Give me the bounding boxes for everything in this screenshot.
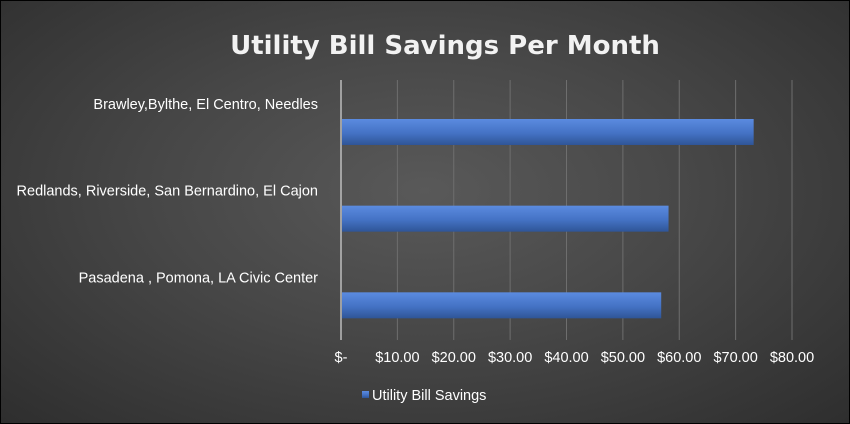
x-tick-label: $80.00 xyxy=(770,350,814,366)
bars xyxy=(342,119,754,319)
legend-swatch xyxy=(362,391,369,398)
bar[interactable] xyxy=(342,292,662,319)
x-tick-label: $- xyxy=(335,350,348,366)
x-tick-label: $10.00 xyxy=(375,350,419,366)
bar[interactable] xyxy=(342,205,669,232)
category-labels: Brawley,Bylthe, El Centro, Needles Redlan… xyxy=(17,97,319,286)
bar[interactable] xyxy=(342,119,754,145)
legend-label: Utility Bill Savings xyxy=(372,388,486,404)
category-label: Pasadena , Pomona, LA Civic Center xyxy=(79,270,319,286)
category-label: Redlands, Riverside, San Bernardino, El … xyxy=(17,184,318,200)
x-tick-label: $70.00 xyxy=(713,350,757,366)
chart-title: Utility Bill Savings Per Month xyxy=(230,31,660,61)
x-tick-label: $40.00 xyxy=(544,350,588,366)
legend[interactable]: Utility Bill Savings xyxy=(362,388,486,404)
x-tick-label: $20.00 xyxy=(432,350,476,366)
category-label: Brawley,Bylthe, El Centro, Needles xyxy=(93,97,318,113)
x-tick-label: $30.00 xyxy=(488,350,532,366)
x-tick-label: $50.00 xyxy=(601,350,645,366)
x-tick-label: $60.00 xyxy=(657,350,701,366)
x-tick-labels: $- $10.00 $20.00 $30.00 $40.00 $50.00 $60.00 $7… xyxy=(335,350,815,366)
